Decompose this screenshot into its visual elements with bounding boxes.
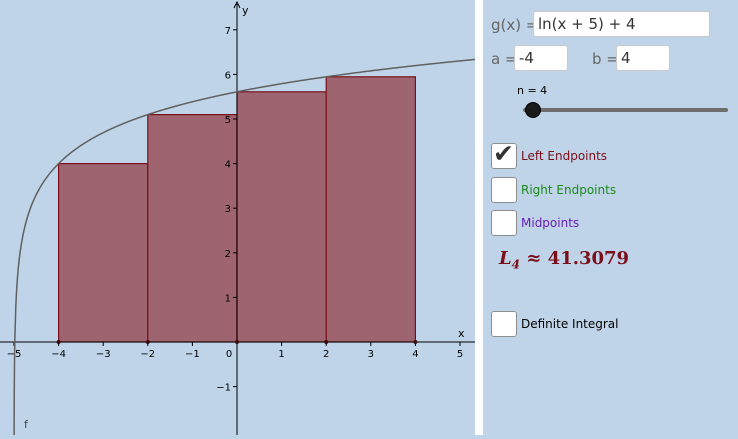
result-symbol: L xyxy=(499,248,512,269)
x-tick-label: −4 xyxy=(51,349,66,360)
result-approx: ≈ xyxy=(526,248,542,269)
slider-track[interactable] xyxy=(523,108,728,112)
partition-point xyxy=(56,340,61,344)
x-tick-label: −2 xyxy=(140,349,155,360)
result-value: 41.3079 xyxy=(547,248,630,269)
partition-point xyxy=(324,340,329,344)
graphics-view[interactable]: −5 −4 −3 −2 −1 0 1 2 3 4 5 7 6 5 4 3 2 1 −1 x y f xyxy=(0,0,478,439)
midpoints-label: Midpoints xyxy=(521,216,580,230)
panel-divider[interactable] xyxy=(475,0,483,435)
y-tick-label: 3 xyxy=(225,204,231,215)
slider-label: n = 4 xyxy=(517,84,548,97)
y-axis-arrow xyxy=(233,0,241,9)
partition-point xyxy=(235,340,239,344)
riemann-sum-result: L4 ≈ 41.3079 xyxy=(499,248,629,272)
definite-integral-checkbox[interactable] xyxy=(491,311,517,337)
riemann-rect-3 xyxy=(236,91,327,343)
a-input[interactable]: -4 xyxy=(514,45,568,71)
y-tick-label: 4 xyxy=(225,160,231,171)
riemann-rect-4 xyxy=(325,76,417,343)
result-subscript: 4 xyxy=(511,257,521,272)
x-tick-label: 3 xyxy=(368,349,374,360)
function-input-label: g(x) = xyxy=(491,16,539,34)
function-curve xyxy=(13,58,478,439)
x-tick-label: −3 xyxy=(96,349,111,360)
x-tick-label: 5 xyxy=(457,349,463,360)
curve-label: f xyxy=(24,418,29,431)
x-tick-label: −1 xyxy=(185,349,200,360)
y-tick-label: 2 xyxy=(225,249,231,260)
right-endpoints-checkbox[interactable] xyxy=(491,177,517,203)
y-tick-label: 5 xyxy=(225,115,231,126)
checkmark-icon: ✔ xyxy=(493,139,514,168)
function-input[interactable]: ln(x + 5) + 4 xyxy=(533,11,710,37)
y-tick-label: 1 xyxy=(225,293,231,304)
x-tick-label: 0 xyxy=(226,349,232,360)
x-tick-label: 2 xyxy=(323,349,329,360)
right-endpoints-label: Right Endpoints xyxy=(521,183,617,197)
partition-point xyxy=(145,340,150,344)
y-axis-label: y xyxy=(242,4,249,17)
x-tick-label: 1 xyxy=(278,349,284,360)
left-endpoints-label: Left Endpoints xyxy=(521,149,608,163)
y-tick-label: 6 xyxy=(225,70,231,81)
definite-integral-label: Definite Integral xyxy=(521,317,619,331)
x-axis-label: x xyxy=(458,327,465,340)
control-panel: g(x) = ln(x + 5) + 4 a = -4 b = 4 n = 4 … xyxy=(483,0,738,435)
b-input[interactable]: 4 xyxy=(616,45,670,71)
y-tick-label: −1 xyxy=(216,383,231,394)
y-tick-label: 7 xyxy=(225,26,231,37)
b-input-label: b = xyxy=(592,50,619,68)
left-endpoints-checkbox[interactable]: ✔ xyxy=(491,139,517,169)
riemann-rect-2 xyxy=(147,114,238,343)
midpoints-checkbox[interactable] xyxy=(491,210,517,236)
riemann-rect-1 xyxy=(57,163,149,343)
x-tick-label: 4 xyxy=(412,349,418,360)
partition-point xyxy=(413,340,418,344)
slider-thumb[interactable] xyxy=(525,102,542,118)
a-input-label: a = xyxy=(491,50,518,68)
